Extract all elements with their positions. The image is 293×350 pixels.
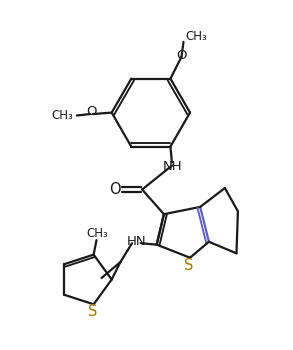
Text: S: S xyxy=(88,304,98,319)
Text: NH: NH xyxy=(163,160,183,173)
Text: CH₃: CH₃ xyxy=(186,30,207,43)
Text: O: O xyxy=(86,105,97,118)
Text: S: S xyxy=(184,258,193,273)
Text: O: O xyxy=(176,49,186,62)
Text: CH₃: CH₃ xyxy=(86,227,108,240)
Text: HN: HN xyxy=(127,234,146,248)
Text: O: O xyxy=(109,182,121,197)
Text: CH₃: CH₃ xyxy=(51,109,73,122)
